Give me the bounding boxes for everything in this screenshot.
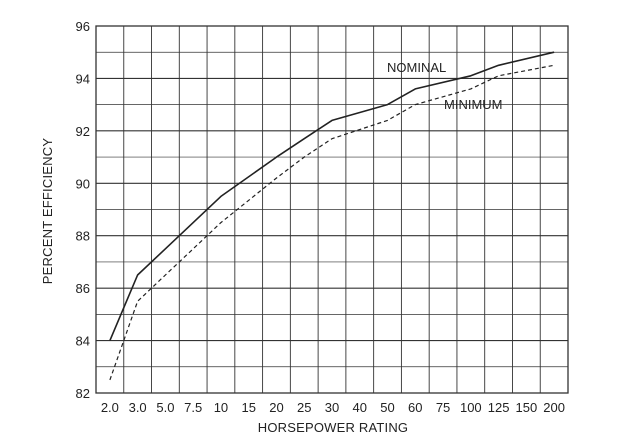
y-tick-label: 90 xyxy=(76,176,90,191)
x-tick-label: 30 xyxy=(325,400,339,415)
x-tick-label: 50 xyxy=(380,400,394,415)
y-tick-label: 82 xyxy=(76,386,90,401)
x-tick-label: 25 xyxy=(297,400,311,415)
x-tick-label: 40 xyxy=(353,400,367,415)
y-axis-label: PERCENT EFFICIENCY xyxy=(40,138,55,285)
grid-layer xyxy=(95,25,569,394)
y-tick-label: 94 xyxy=(76,71,90,86)
x-tick-label: 20 xyxy=(269,400,283,415)
y-tick-label: 88 xyxy=(76,229,90,244)
x-tick-label: 125 xyxy=(488,400,510,415)
series-line-minimum xyxy=(109,64,555,381)
y-tick-label: 84 xyxy=(76,334,90,349)
x-tick-label: 7.5 xyxy=(184,400,202,415)
y-tick-label: 96 xyxy=(76,19,90,34)
tick-layer: 82 84 86 88 90 92 94 96 2.0 3.0 5.0 7.5 10 15 20 25 30 40… xyxy=(76,19,565,415)
series-label-minimum: MINIMUM xyxy=(444,97,503,112)
series-layer xyxy=(109,51,555,381)
x-tick-label: 5.0 xyxy=(156,400,174,415)
x-tick-label: 15 xyxy=(241,400,255,415)
x-tick-label: 150 xyxy=(516,400,538,415)
x-tick-label: 200 xyxy=(543,400,565,415)
x-axis-label: HORSEPOWER RATING xyxy=(258,420,409,435)
x-tick-label: 60 xyxy=(408,400,422,415)
series-label-nominal: NOMINAL xyxy=(387,60,446,75)
x-tick-label: 75 xyxy=(436,400,450,415)
y-tick-label: 86 xyxy=(76,281,90,296)
x-tick-label: 3.0 xyxy=(129,400,147,415)
x-tick-label: 10 xyxy=(214,400,228,415)
x-tick-label: 2.0 xyxy=(101,400,119,415)
series-line-nominal xyxy=(109,51,555,341)
x-tick-label: 100 xyxy=(460,400,482,415)
y-tick-label: 92 xyxy=(76,124,90,139)
